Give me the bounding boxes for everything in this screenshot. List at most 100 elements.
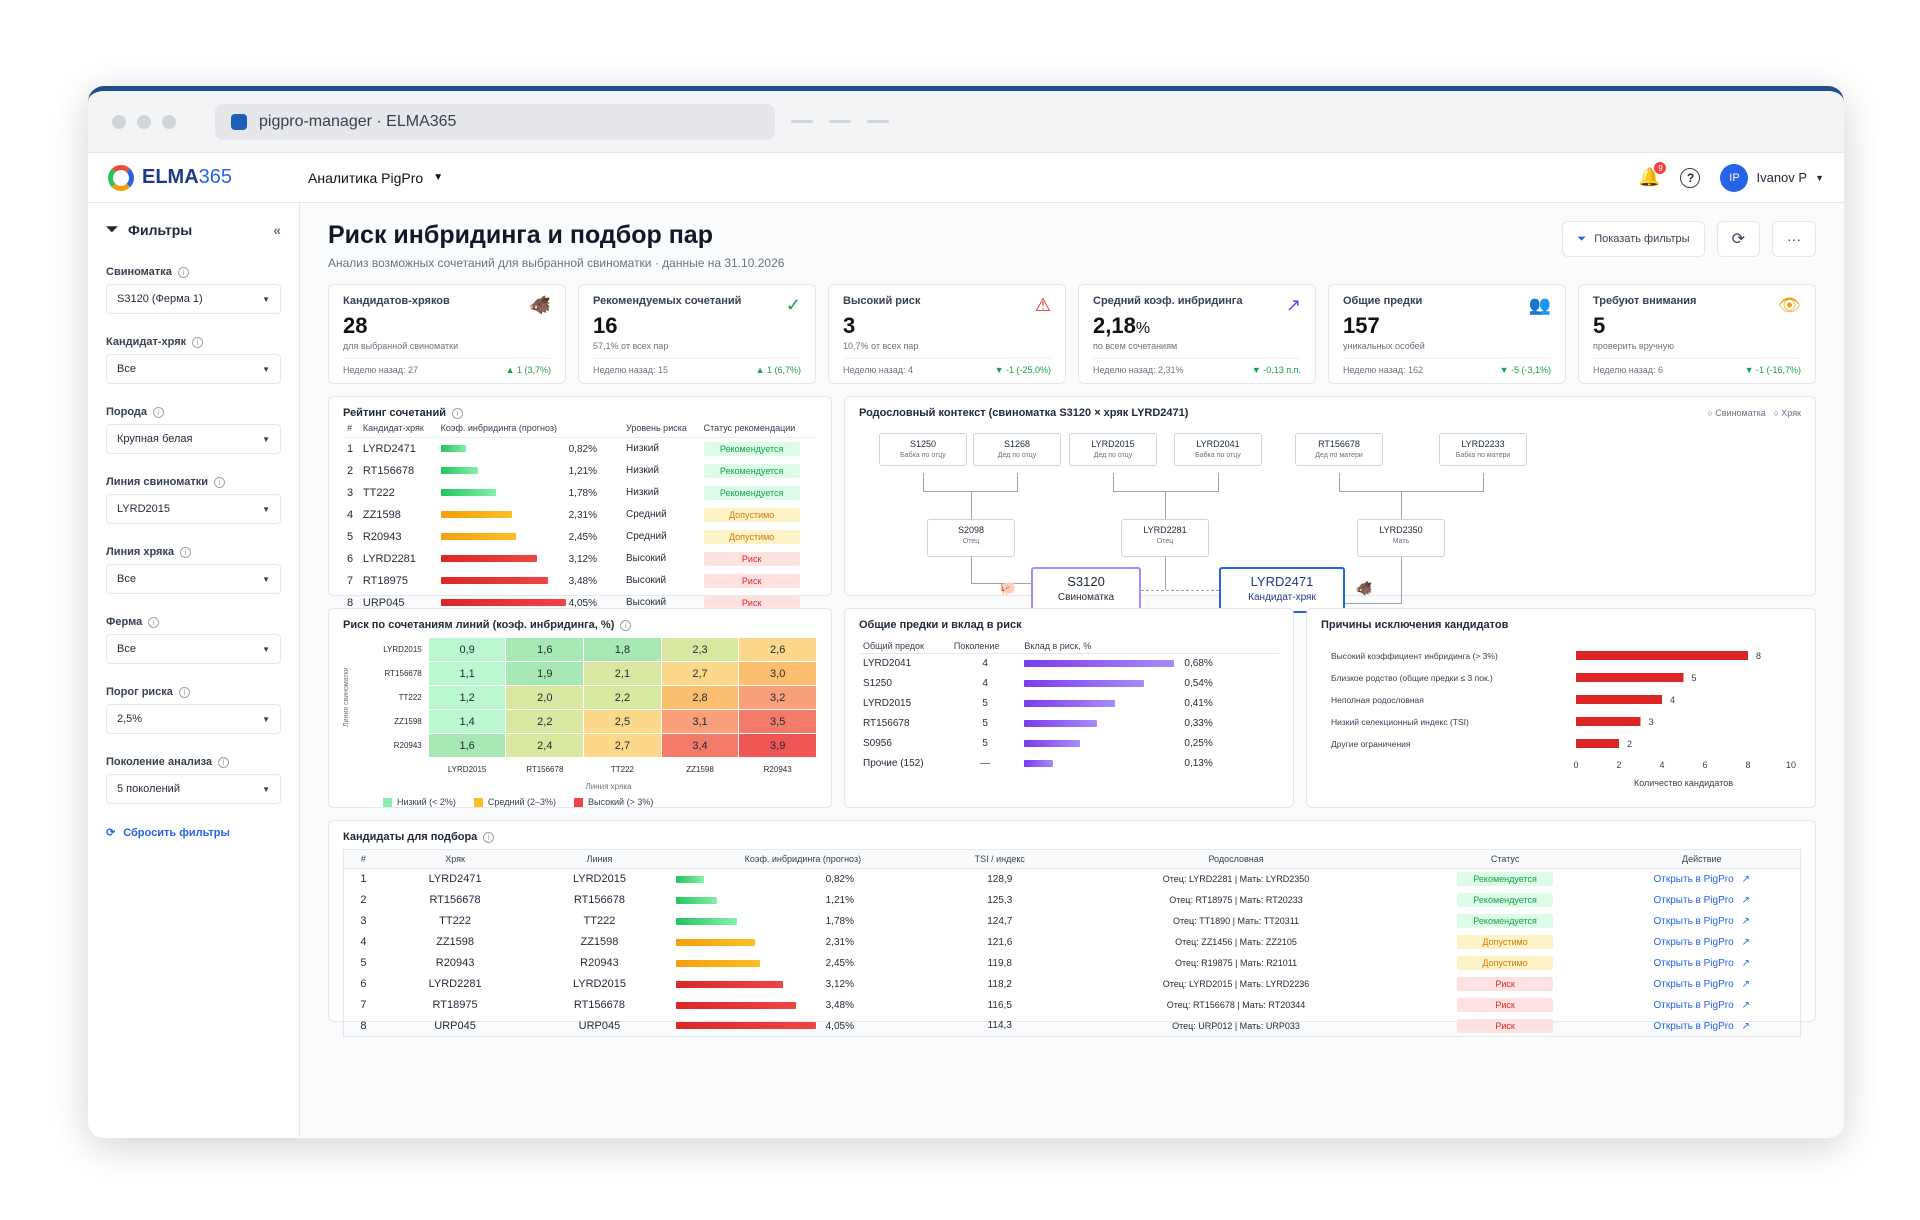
heatmap-cell[interactable]: 2,4 — [505, 733, 585, 758]
filter-select[interactable]: S3120 (Ферма 1) ▼ — [106, 284, 281, 314]
show-filters-button[interactable]: ⏷ Показать фильтры — [1562, 221, 1705, 257]
heatmap-cell[interactable]: 1,6 — [427, 733, 507, 758]
table-row[interactable]: 8 URP045 URP045 4,05% 114,3 Отец: URP012 | Ма… — [344, 1016, 1801, 1037]
filter-select[interactable]: 2,5% ▼ — [106, 704, 281, 734]
external-link-icon[interactable]: ↗ — [1741, 916, 1751, 927]
browser-tab[interactable]: pigpro-manager · ELMA365 — [215, 103, 775, 140]
ancestor-node[interactable]: LYRD2041 Бабка по отцу — [1174, 433, 1262, 466]
info-icon[interactable]: i — [483, 831, 495, 843]
heatmap-cell[interactable]: 3,1 — [660, 709, 740, 734]
heatmap-cell[interactable]: 1,8 — [583, 637, 662, 662]
open-in-pigpro-link[interactable]: Открыть в PigPro — [1653, 874, 1734, 886]
info-icon[interactable]: i — [148, 616, 160, 628]
filter-select[interactable]: Все ▼ — [106, 634, 281, 664]
info-icon[interactable]: i — [218, 756, 230, 768]
open-in-pigpro-link[interactable]: Открыть в PigPro — [1653, 958, 1734, 969]
kpi-card[interactable]: Высокий риск 3 10,7% от всех пар ⚠ Неделю на… — [828, 284, 1066, 384]
refresh-button[interactable]: ⟳ — [1716, 221, 1760, 257]
heatmap-cell[interactable]: 1,9 — [505, 661, 585, 686]
table-row[interactable]: 5 R20943 R20943 2,45% 119,8 Отец: R19875 | Ма… — [344, 953, 1801, 974]
boar-node[interactable]: LYRD2471 Кандидат-хряк — [1219, 567, 1345, 613]
table-row[interactable]: 3 TT222 1,78% Низкий Рекомендуется — [343, 482, 817, 504]
heatmap-cell[interactable]: 3,4 — [660, 733, 740, 758]
filter-select[interactable]: LYRD2015 ▼ — [106, 494, 281, 524]
ancestor-node[interactable]: RT156678 Дед по матери — [1295, 433, 1383, 466]
notifications-button[interactable]: 🔔 9 — [1638, 162, 1667, 188]
elma-logo[interactable]: ELMA 365 — [108, 164, 288, 191]
bar[interactable] — [1576, 739, 1619, 748]
bar[interactable] — [1576, 695, 1662, 704]
heatmap-cell[interactable]: 2,2 — [505, 709, 585, 734]
info-icon[interactable]: i — [178, 686, 190, 698]
heatmap-cell[interactable]: 1,6 — [505, 637, 585, 662]
ancestor-node[interactable]: LYRD2233 Бабка по матери — [1439, 433, 1527, 466]
table-row[interactable]: S1250 4 0,54% — [859, 674, 1279, 694]
table-row[interactable]: 1 LYRD2471 LYRD2015 0,82% 128,9 Отец: LYRD228… — [344, 869, 1801, 890]
table-row[interactable]: 3 TT222 TT222 1,78% 124,7 Отец: TT1890 | Мать… — [344, 911, 1801, 932]
heatmap-cell[interactable]: 1,4 — [427, 709, 507, 734]
bar[interactable] — [1576, 673, 1684, 682]
filter-select[interactable]: Крупная белая ▼ — [106, 424, 281, 454]
heatmap-cell[interactable]: 2,2 — [583, 685, 662, 710]
heatmap-cell[interactable]: 2,8 — [660, 685, 740, 710]
sow-node[interactable]: S3120 Свиноматка — [1031, 567, 1141, 613]
external-link-icon[interactable]: ↗ — [1741, 979, 1751, 990]
parent-node[interactable]: S2098 Отец — [927, 519, 1015, 557]
kpi-card[interactable]: Средний коэф. инбридинга 2,18% по всем соч… — [1078, 284, 1316, 384]
table-row[interactable]: 4 ZZ1598 ZZ1598 2,31% 121,6 Отец: ZZ1456 | Ма… — [344, 932, 1801, 953]
bar[interactable] — [1576, 717, 1641, 726]
filter-select[interactable]: Все ▼ — [106, 564, 281, 594]
ancestor-node[interactable]: LYRD2015 Дед по отцу — [1069, 433, 1157, 466]
info-icon[interactable]: i — [620, 619, 632, 631]
collapse-icon[interactable]: « — [273, 221, 281, 238]
external-link-icon[interactable]: ↗ — [1741, 1020, 1751, 1032]
bar[interactable] — [1576, 651, 1748, 660]
user-menu[interactable]: IP Ivanov P ▼ — [1720, 163, 1824, 192]
external-link-icon[interactable]: ↗ — [1741, 958, 1751, 969]
kpi-card[interactable]: Требуют внимания 5 проверить вручную 👁 Недел… — [1578, 284, 1816, 384]
table-row[interactable]: LYRD2041 4 0,68% — [859, 654, 1279, 674]
kpi-card[interactable]: Общие предки 157 уникальных особей 👥 Неделю … — [1328, 284, 1566, 384]
table-row[interactable]: 2 RT156678 1,21% Низкий Рекомендуется — [343, 460, 817, 482]
table-row[interactable]: 6 LYRD2281 LYRD2015 3,12% 118,2 Отец: LYRD201… — [344, 974, 1801, 995]
table-row[interactable]: 6 LYRD2281 3,12% Высокий Риск — [343, 548, 817, 570]
app-selector[interactable]: Аналитика PigPro ▼ — [308, 170, 443, 186]
heatmap-cell[interactable]: 3,5 — [738, 709, 817, 734]
filter-select[interactable]: 5 поколений ▼ — [106, 774, 281, 804]
help-icon[interactable]: ? — [1680, 167, 1701, 188]
table-row[interactable]: S0956 5 0,25% — [859, 734, 1279, 754]
info-icon[interactable]: i — [451, 407, 463, 419]
parent-node[interactable]: LYRD2350 Мать — [1357, 519, 1445, 557]
filter-select[interactable]: Все ▼ — [106, 354, 281, 384]
table-row[interactable]: LYRD2015 5 0,41% — [859, 694, 1279, 714]
open-in-pigpro-link[interactable]: Открыть в PigPro — [1653, 937, 1734, 948]
info-icon[interactable]: i — [192, 336, 204, 348]
parent-node[interactable]: LYRD2281 Отец — [1121, 519, 1209, 557]
table-row[interactable]: Прочие (152) — 0,13% — [859, 754, 1279, 774]
window-minimize-dot[interactable] — [137, 114, 151, 129]
open-in-pigpro-link[interactable]: Открыть в PigPro — [1653, 1020, 1734, 1032]
heatmap-cell[interactable]: 2,7 — [583, 733, 662, 758]
more-button[interactable]: ··· — [1772, 221, 1816, 257]
table-row[interactable]: 1 LYRD2471 0,82% Низкий Рекомендуется — [343, 438, 817, 460]
table-row[interactable]: RT156678 5 0,33% — [859, 714, 1279, 734]
info-icon[interactable]: i — [214, 476, 225, 488]
info-icon[interactable]: i — [177, 266, 189, 278]
window-close-dot[interactable] — [112, 114, 126, 129]
ancestor-node[interactable]: S1268 Дед по отцу — [973, 433, 1061, 466]
info-icon[interactable]: i — [153, 406, 165, 418]
table-row[interactable]: 4 ZZ1598 2,31% Средний Допустимо — [343, 504, 817, 526]
heatmap-cell[interactable]: 2,7 — [660, 661, 740, 686]
heatmap-cell[interactable]: 2,6 — [738, 637, 817, 662]
kpi-card[interactable]: Кандидатов-хряков 28 для выбранной свинома… — [328, 284, 566, 384]
table-row[interactable]: 7 RT18975 3,48% Высокий Риск — [343, 570, 817, 592]
window-maximize-dot[interactable] — [162, 114, 176, 129]
heatmap-cell[interactable]: 1,2 — [427, 685, 507, 710]
open-in-pigpro-link[interactable]: Открыть в PigPro — [1653, 979, 1734, 990]
heatmap-cell[interactable]: 2,1 — [583, 661, 662, 686]
open-in-pigpro-link[interactable]: Открыть в PigPro — [1653, 895, 1734, 906]
reset-filters-button[interactable]: ⟳ Сбросить фильтры — [106, 826, 281, 840]
info-icon[interactable]: i — [180, 546, 192, 558]
table-row[interactable]: 7 RT18975 RT156678 3,48% 116,5 Отец: RT156678… — [344, 995, 1801, 1016]
table-row[interactable]: 8 URP045 4,05% Высокий Риск — [343, 592, 817, 614]
